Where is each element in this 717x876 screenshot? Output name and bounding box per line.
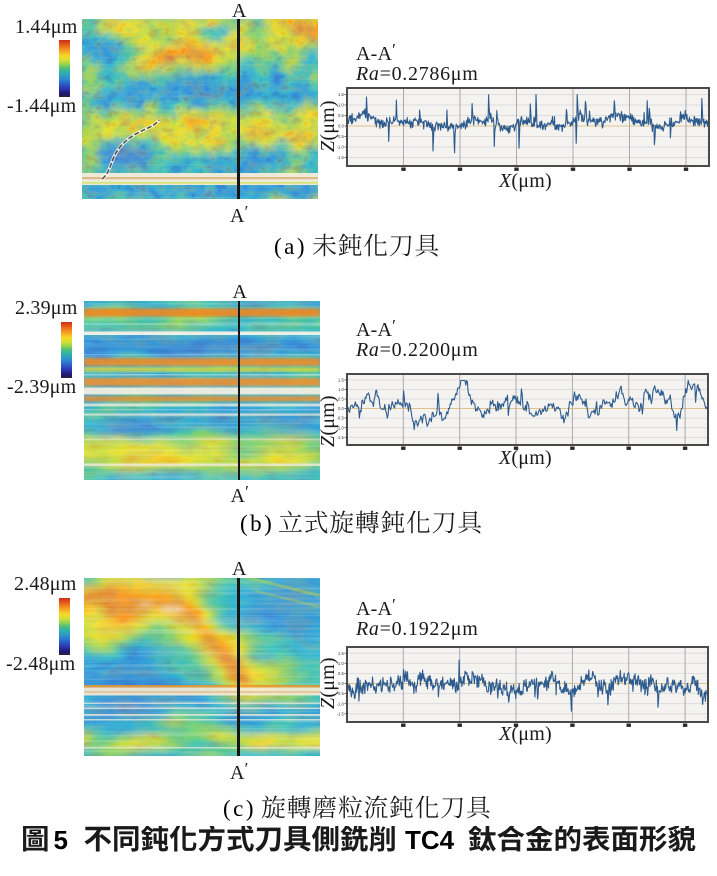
svg-text:0.5: 0.5 (338, 113, 344, 118)
svg-text:1.0: 1.0 (338, 661, 344, 666)
svg-text:-1.5: -1.5 (337, 711, 344, 716)
svg-text:0.0: 0.0 (338, 406, 344, 411)
svg-text:-0.5: -0.5 (337, 416, 344, 421)
svg-text:-0.5: -0.5 (337, 134, 344, 139)
svg-text:1.5: 1.5 (338, 651, 344, 656)
svg-text:TC4: TC4 (405, 826, 455, 855)
svg-text:-1.0: -1.0 (337, 145, 344, 150)
svg-text:1.0: 1.0 (338, 387, 344, 392)
svg-text:1.5: 1.5 (338, 92, 344, 97)
svg-text:-1.5: -1.5 (337, 435, 344, 440)
svg-text:(b): (b) (240, 511, 274, 536)
svg-text:-1.0: -1.0 (337, 701, 344, 706)
svg-text:(a): (a) (274, 234, 307, 259)
svg-text:1.0: 1.0 (338, 103, 344, 108)
svg-text:1.5: 1.5 (338, 378, 344, 383)
svg-text:-1.0: -1.0 (337, 425, 344, 430)
svg-text:5: 5 (53, 826, 67, 855)
svg-text:-1.5: -1.5 (337, 155, 344, 160)
svg-text:0.5: 0.5 (338, 671, 344, 676)
svg-text:-0.5: -0.5 (337, 691, 344, 696)
svg-text:0.0: 0.0 (338, 124, 344, 129)
svg-text:0.0: 0.0 (338, 681, 344, 686)
svg-text:0.5: 0.5 (338, 397, 344, 402)
svg-text:(c): (c) (223, 796, 256, 821)
